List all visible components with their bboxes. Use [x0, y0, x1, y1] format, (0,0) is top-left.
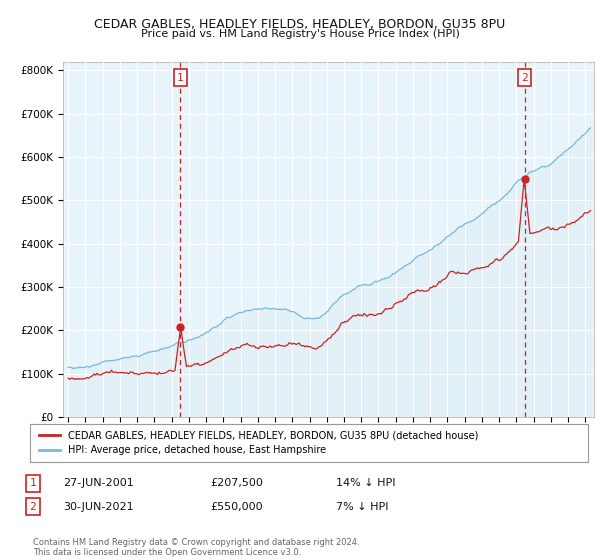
Text: 27-JUN-2001: 27-JUN-2001 — [63, 478, 134, 488]
Text: 7% ↓ HPI: 7% ↓ HPI — [336, 502, 389, 512]
Text: Contains HM Land Registry data © Crown copyright and database right 2024.
This d: Contains HM Land Registry data © Crown c… — [33, 538, 359, 557]
Legend: CEDAR GABLES, HEADLEY FIELDS, HEADLEY, BORDON, GU35 8PU (detached house), HPI: A: CEDAR GABLES, HEADLEY FIELDS, HEADLEY, B… — [35, 427, 482, 459]
Text: 2: 2 — [29, 502, 37, 512]
Text: 30-JUN-2021: 30-JUN-2021 — [63, 502, 134, 512]
Text: 1: 1 — [29, 478, 37, 488]
Text: £207,500: £207,500 — [210, 478, 263, 488]
Text: 2: 2 — [521, 73, 528, 83]
Text: 1: 1 — [176, 73, 184, 83]
Text: 14% ↓ HPI: 14% ↓ HPI — [336, 478, 395, 488]
Text: £550,000: £550,000 — [210, 502, 263, 512]
Text: Price paid vs. HM Land Registry's House Price Index (HPI): Price paid vs. HM Land Registry's House … — [140, 29, 460, 39]
Text: CEDAR GABLES, HEADLEY FIELDS, HEADLEY, BORDON, GU35 8PU: CEDAR GABLES, HEADLEY FIELDS, HEADLEY, B… — [94, 18, 506, 31]
